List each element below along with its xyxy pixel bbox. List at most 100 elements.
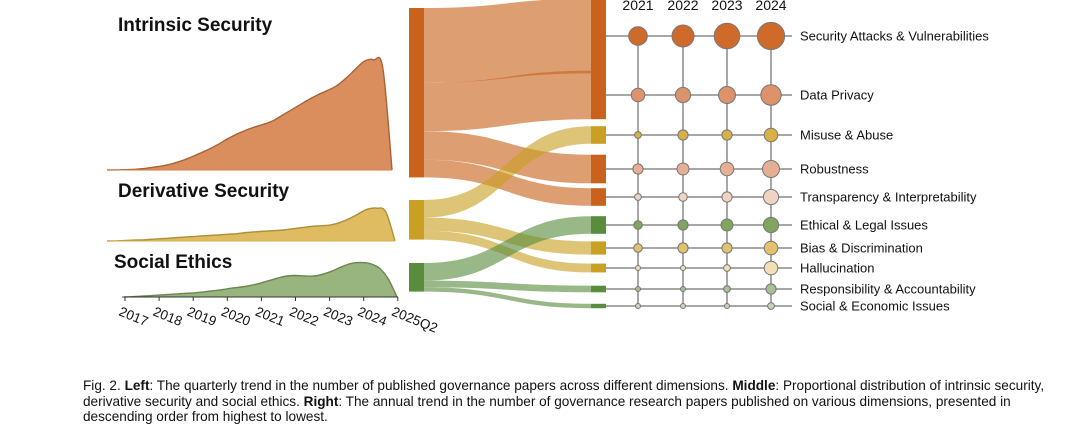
bubble-data-privacy-2023 [718, 86, 736, 104]
bubble-bias-discrimination-2023 [721, 242, 733, 254]
bubble-social-economic-issues-2023 [724, 303, 730, 309]
ridge-outline-derivative-security [106, 207, 396, 242]
bubble-data-privacy-2021 [630, 87, 646, 103]
bubble-ethical-legal-issues-2022 [677, 219, 689, 231]
bubble-social-economic-issues-2022 [680, 303, 686, 309]
bubble-hallucination-2021 [635, 265, 641, 271]
bubble-hallucination-2023 [723, 264, 731, 272]
sankey-target-node-security-attacks-vulnerabilities [591, 0, 606, 74]
topic-label-social-economic-issues: Social & Economic Issues [800, 299, 950, 314]
sankey-link-derivative-security-to-misuse-abuse [424, 126, 591, 218]
caption-prefix: Fig. 2. [83, 378, 125, 393]
time-axis-tick-label: 2024 [356, 304, 390, 329]
bubble-robustness-2021 [632, 163, 644, 175]
sankey-target-node-hallucination [591, 263, 606, 273]
sankey-target-node-social-economic-issues [591, 303, 606, 309]
topic-label-data-privacy: Data Privacy [800, 88, 874, 103]
caption-middle-label: Middle [732, 378, 776, 393]
ridge-outline-intrinsic-security [106, 56, 393, 171]
bubble-bias-discrimination-2024 [763, 240, 779, 256]
time-axis-tick-label: 2017 [117, 304, 150, 329]
sankey-target-node-robustness [591, 154, 606, 184]
time-axis-tick-label: 2022 [287, 304, 320, 329]
category-titles: Intrinsic Security Derivative Security Soc… [114, 15, 290, 273]
sankey-link-intrinsic-security-to-robustness [424, 131, 591, 184]
sankey-link-social-ethics-to-responsibility-accountability [424, 280, 591, 293]
bubble-hallucination-2024 [763, 260, 779, 276]
sankey-target-node-ethical-legal-issues [591, 216, 606, 234]
sankey-link-derivative-security-to-bias-discrimination [424, 217, 591, 255]
bubble-misuse-abuse-2022 [677, 129, 689, 141]
sankey-chart [409, 0, 606, 309]
bubble-misuse-abuse-2023 [721, 129, 733, 141]
topic-label-hallucination: Hallucination [800, 261, 874, 276]
sankey-target-node-transparency-interpretability [591, 188, 606, 206]
bubble-transparency-interpretability-2021 [634, 193, 642, 201]
bubble-responsibility-accountability-2021 [635, 286, 641, 292]
bubble-security-attacks-vulnerabilities-2023 [713, 22, 741, 50]
caption-left-text: : The quarterly trend in the number of p… [149, 378, 733, 393]
sankey-link-intrinsic-security-to-transparency-interpretability [424, 159, 591, 206]
bubble-robustness-2023 [719, 161, 735, 177]
bubble-social-economic-issues-2021 [635, 303, 641, 309]
ridge-area-intrinsic-security [107, 57, 392, 170]
topic-label-bias-discrimination: Bias & Discrimination [800, 241, 923, 256]
bubble-robustness-2024 [762, 160, 780, 178]
sankey-target-node-bias-discrimination [591, 241, 606, 255]
bubble-transparency-interpretability-2024 [762, 188, 780, 206]
bubble-responsibility-accountability-2024 [765, 283, 777, 295]
sankey-source-node-derivative-security [409, 200, 424, 240]
category-title-intrinsic-security: Intrinsic Security [118, 15, 273, 36]
time-axis-tick-label: 2018 [151, 304, 184, 329]
year-label-2022: 2022 [667, 0, 698, 13]
bubble-responsibility-accountability-2022 [680, 286, 686, 292]
year-label-2021: 2021 [622, 0, 653, 13]
category-title-social-ethics: Social Ethics [114, 252, 232, 273]
time-axis-tick-label: 2019 [185, 304, 218, 329]
bubble-security-attacks-vulnerabilities-2021 [628, 26, 648, 46]
bubble-social-economic-issues-2024 [767, 302, 775, 310]
bubble-ethical-legal-issues-2023 [720, 218, 734, 232]
sankey-link-social-ethics-to-ethical-legal-issues [424, 216, 591, 281]
bubble-security-attacks-vulnerabilities-2022 [671, 24, 695, 48]
topic-label-ethical-legal-issues: Ethical & Legal Issues [800, 218, 928, 233]
bubble-transparency-interpretability-2022 [678, 192, 688, 202]
sankey-link-intrinsic-security-to-data-privacy [424, 70, 591, 132]
sankey-target-node-data-privacy [591, 70, 606, 120]
category-title-derivative-security: Derivative Security [118, 181, 290, 202]
caption-right-text: : The annual trend in the number of gove… [83, 393, 1011, 425]
bubble-transparency-interpretability-2023 [721, 191, 733, 203]
time-axis-tick-label: 2023 [321, 304, 354, 329]
figure-caption: Fig. 2. Left: The quarterly trend in the… [83, 378, 1053, 425]
bubble-ethical-legal-issues-2021 [633, 220, 643, 230]
bubble-data-privacy-2022 [674, 86, 692, 104]
bubble-data-privacy-2024 [760, 84, 782, 106]
bubble-robustness-2022 [676, 162, 690, 176]
year-label-2023: 2023 [711, 0, 742, 13]
sankey-link-social-ethics-to-social-economic-issues [424, 287, 591, 309]
year-label-2024: 2024 [755, 0, 786, 13]
topic-label-robustness: Robustness [800, 162, 869, 177]
ridge-area-derivative-security [107, 207, 395, 241]
ridge-area-social-ethics [122, 262, 397, 297]
topic-label-transparency-interpretability: Transparency & Interpretability [800, 190, 977, 205]
topic-label-security-attacks-vulnerabilities: Security Attacks & Vulnerabilities [800, 29, 989, 44]
bubble-hallucination-2022 [680, 265, 686, 271]
bubble-bias-discrimination-2022 [677, 242, 689, 254]
caption-middle-text: : Proportional distribution of intrinsic… [83, 378, 1045, 409]
bubble-security-attacks-vulnerabilities-2024 [756, 21, 786, 51]
bubble-grid-chart: 2021 2022 2023 2024 Security Attacks & Vulne… [606, 0, 989, 314]
time-axis-tick-label: 2020 [219, 304, 252, 329]
bubble-ethical-legal-issues-2024 [762, 216, 780, 234]
topic-label-misuse-abuse: Misuse & Abuse [800, 128, 893, 143]
time-axis-tick-label: 2021 [253, 304, 286, 329]
topic-label-responsibility-accountability: Responsibility & Accountability [800, 282, 976, 297]
sankey-source-node-intrinsic-security [409, 8, 424, 178]
sankey-source-node-social-ethics [409, 263, 424, 292]
time-axis-tick-label: 2025Q2 [390, 304, 440, 336]
caption-right-label: Right [303, 393, 339, 409]
bubble-responsibility-accountability-2023 [723, 285, 731, 293]
ridge-outline-social-ethics [121, 261, 398, 298]
sankey-link-intrinsic-security-to-security-attacks-vulnerabilities [424, 0, 591, 83]
